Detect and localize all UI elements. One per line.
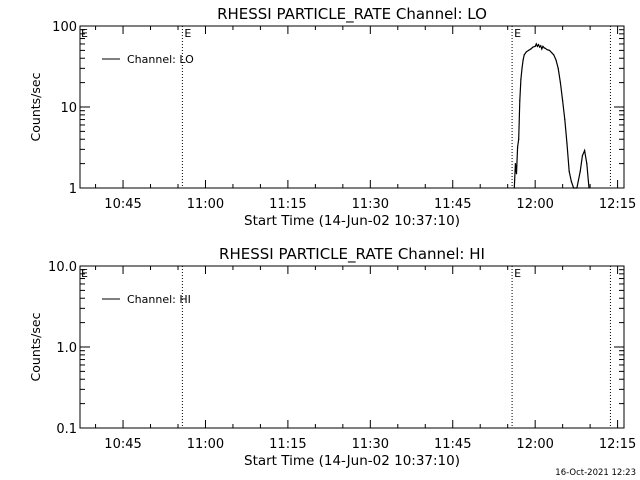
data-point bbox=[573, 187, 575, 189]
y-tick-label: 100 bbox=[52, 20, 77, 35]
x-tick-label: 12:15 bbox=[599, 197, 636, 212]
x-axis-label: Start Time (14-Jun-02 10:37:10) bbox=[244, 213, 460, 229]
y-tick-label: 0.1 bbox=[56, 422, 77, 437]
data-point bbox=[541, 48, 543, 50]
x-tick-label: 12:00 bbox=[516, 437, 553, 452]
x-tick-label: 11:30 bbox=[352, 437, 389, 452]
x-axis-label: Start Time (14-Jun-02 10:37:10) bbox=[244, 453, 460, 469]
y-axis-label: Counts/sec bbox=[28, 312, 43, 381]
data-point bbox=[553, 54, 555, 56]
y-tick-label: 1 bbox=[69, 182, 77, 197]
data-point bbox=[518, 138, 520, 140]
x-tick-label: 10:45 bbox=[104, 197, 141, 212]
data-point bbox=[523, 54, 525, 56]
y-tick-label: 10.0 bbox=[48, 260, 77, 275]
data-point bbox=[564, 118, 566, 121]
data-point bbox=[551, 52, 553, 54]
data-point bbox=[570, 181, 573, 183]
data-point bbox=[514, 163, 517, 165]
data-point bbox=[586, 163, 588, 165]
panel-lo: RHESSI PARTICLE_RATE Channel: LO Start Ti… bbox=[28, 5, 636, 229]
x-tick-label: 12:15 bbox=[599, 437, 636, 452]
data-point bbox=[515, 173, 518, 175]
y-tick-label: 1.0 bbox=[56, 341, 77, 356]
data-point bbox=[568, 170, 570, 173]
data-point bbox=[513, 187, 515, 189]
data-point bbox=[532, 46, 534, 48]
chart-title: RHESSI PARTICLE_RATE Channel: LO bbox=[217, 5, 487, 24]
left-event-marker: E bbox=[81, 27, 88, 40]
data-point bbox=[559, 82, 562, 84]
footer-timestamp: 16-Oct-2021 12:23 bbox=[555, 468, 636, 478]
data-point bbox=[525, 51, 528, 53]
data-point bbox=[555, 59, 557, 61]
data-point bbox=[557, 67, 559, 69]
data-point bbox=[546, 49, 548, 51]
data-point bbox=[542, 45, 544, 48]
data-point bbox=[528, 49, 530, 52]
data-point bbox=[584, 149, 586, 152]
event-marker-label: E bbox=[514, 267, 521, 280]
data-point bbox=[522, 59, 524, 61]
x-tick-label: 11:45 bbox=[434, 197, 471, 212]
data-point bbox=[536, 45, 539, 48]
x-tick-label: 11:15 bbox=[269, 437, 306, 452]
data-point bbox=[534, 45, 536, 48]
y-tick-label: 10 bbox=[60, 101, 77, 116]
x-tick-label: 11:45 bbox=[434, 437, 471, 452]
data-point bbox=[576, 187, 578, 189]
x-tick-label: 11:00 bbox=[187, 197, 224, 212]
data-point bbox=[517, 146, 519, 148]
left-event-marker: E bbox=[81, 267, 88, 280]
x-tick-label: 10:45 bbox=[104, 437, 141, 452]
chart-title: RHESSI PARTICLE_RATE Channel: HI bbox=[219, 245, 485, 264]
data-point bbox=[521, 67, 523, 69]
x-tick-label: 12:00 bbox=[516, 197, 553, 212]
data-point bbox=[540, 45, 542, 47]
data-point bbox=[543, 47, 545, 49]
y-axis-label: Counts/sec bbox=[28, 72, 43, 141]
data-point bbox=[562, 100, 564, 102]
data-point bbox=[579, 170, 581, 173]
data-point bbox=[535, 43, 537, 45]
data-point bbox=[537, 44, 540, 46]
x-tick-label: 11:00 bbox=[187, 437, 224, 452]
data-point bbox=[566, 143, 568, 145]
data-point bbox=[519, 100, 521, 102]
legend-entry: Channel: HI bbox=[127, 293, 191, 306]
x-tick-label: 11:15 bbox=[269, 197, 306, 212]
data-point bbox=[520, 78, 522, 80]
event-marker-label: E bbox=[184, 27, 191, 40]
data-point bbox=[544, 47, 546, 49]
data-point bbox=[588, 187, 590, 189]
data-point bbox=[581, 155, 584, 157]
data-point bbox=[548, 49, 551, 52]
panel-hi: RHESSI PARTICLE_RATE Channel: HI Start Ti… bbox=[28, 245, 636, 469]
data-point bbox=[539, 46, 541, 48]
legend-entry: Channel: LO bbox=[127, 53, 194, 66]
event-marker-label: E bbox=[514, 27, 521, 40]
x-tick-label: 11:30 bbox=[352, 197, 389, 212]
data-point bbox=[530, 48, 532, 50]
